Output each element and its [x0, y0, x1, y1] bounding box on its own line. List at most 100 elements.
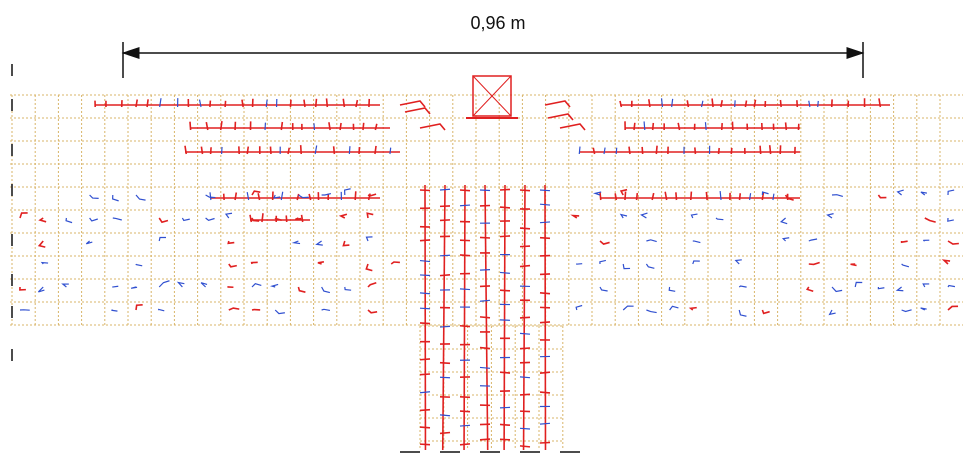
stress-mark	[736, 260, 742, 264]
crack-tick	[676, 192, 677, 200]
crack-tick	[695, 147, 696, 154]
crack-tick	[290, 100, 291, 107]
crack-tick	[440, 415, 450, 416]
stress-mark	[158, 309, 164, 311]
stress-mark	[693, 241, 701, 243]
stress-mark	[367, 213, 373, 218]
crack-tick	[500, 189, 510, 190]
crack-line	[443, 185, 445, 450]
crack-tick	[652, 193, 653, 200]
crack-tick	[719, 148, 720, 154]
crack-tick	[520, 228, 530, 229]
stress-mark	[545, 101, 570, 107]
stress-mark	[226, 213, 232, 218]
crack-tick	[500, 272, 510, 273]
crack-tick	[301, 145, 302, 154]
crack-tick	[420, 359, 430, 360]
stress-mark	[391, 262, 400, 264]
crack-tick	[480, 270, 490, 271]
stress-mark	[131, 287, 137, 288]
stress-mark	[39, 241, 45, 247]
stress-mark	[807, 287, 813, 291]
crack-tick	[520, 317, 530, 318]
stress-mark	[136, 195, 146, 200]
crack-tick	[460, 289, 470, 290]
crack-tick	[500, 407, 510, 408]
crack-tick	[297, 194, 298, 200]
crack-tick	[540, 442, 550, 443]
stress-mark	[646, 240, 656, 242]
crack-tick	[520, 377, 530, 378]
crack-tick	[460, 411, 470, 412]
crack-tick	[460, 255, 470, 256]
stress-mark	[420, 124, 445, 130]
crack-tick	[520, 428, 530, 429]
crack-tick	[420, 308, 430, 309]
crack-tick	[615, 193, 616, 200]
stress-mark	[111, 310, 117, 311]
stress-mark	[178, 283, 184, 287]
crack-tick	[356, 100, 357, 107]
stress-mark	[159, 218, 168, 222]
stress-mark	[716, 218, 723, 220]
crack-tick	[520, 246, 530, 247]
stress-mark	[159, 237, 166, 241]
crack-tick	[460, 326, 470, 327]
crack-tick	[480, 348, 490, 349]
crack-tick	[460, 205, 470, 206]
crack-tick	[440, 220, 450, 221]
stress-mark	[851, 264, 857, 266]
crack-tick	[340, 123, 341, 130]
stress-mark	[274, 195, 280, 198]
crack-tick	[480, 367, 490, 368]
stress-mark	[322, 287, 330, 293]
crack-tick	[288, 148, 289, 154]
crack-tick	[375, 124, 376, 130]
stress-mark	[646, 310, 656, 313]
crack-tick	[540, 293, 550, 294]
crack-tick	[420, 374, 430, 375]
stress-mark	[317, 241, 323, 245]
crack-tick	[210, 101, 211, 107]
stress-mark	[921, 192, 927, 195]
stress-mark	[345, 287, 351, 290]
stress-mark	[113, 195, 119, 201]
stress-mark	[252, 284, 261, 287]
stress-mark	[670, 306, 679, 310]
crack-tick	[480, 439, 490, 440]
crack-tick	[201, 147, 202, 154]
stress-mark	[600, 287, 608, 291]
stress-mark	[366, 237, 372, 241]
stress-mark	[400, 101, 425, 107]
crack-tick	[540, 392, 550, 393]
stress-mark	[762, 310, 769, 313]
crack-tick	[629, 147, 630, 154]
stress-mark	[878, 195, 886, 198]
stress-mark	[322, 194, 331, 195]
stress-mark	[341, 214, 347, 218]
stress-mark	[113, 218, 122, 220]
crack-tick	[440, 432, 450, 433]
crack-tick	[420, 240, 430, 241]
crack-tick	[210, 192, 211, 200]
stress-mark	[229, 264, 237, 267]
crack-tick	[480, 317, 490, 318]
crack-tick	[691, 192, 692, 200]
crack-tick	[247, 192, 248, 200]
stress-mark	[878, 287, 884, 289]
crack-tick	[773, 194, 774, 200]
load-plate	[466, 76, 518, 118]
crack-tick	[460, 425, 470, 426]
stress-mark	[944, 260, 950, 264]
stress-mark	[38, 287, 44, 292]
crack-tick	[634, 123, 635, 130]
stress-mark	[855, 282, 862, 287]
stress-mark	[298, 287, 305, 292]
stress-mark	[275, 310, 285, 314]
crack-tick	[147, 99, 148, 107]
crack-tick	[540, 372, 550, 373]
stress-mark	[112, 286, 118, 287]
stress-mark	[136, 264, 142, 266]
crack-tick	[593, 148, 594, 154]
crack-tick	[712, 98, 713, 107]
